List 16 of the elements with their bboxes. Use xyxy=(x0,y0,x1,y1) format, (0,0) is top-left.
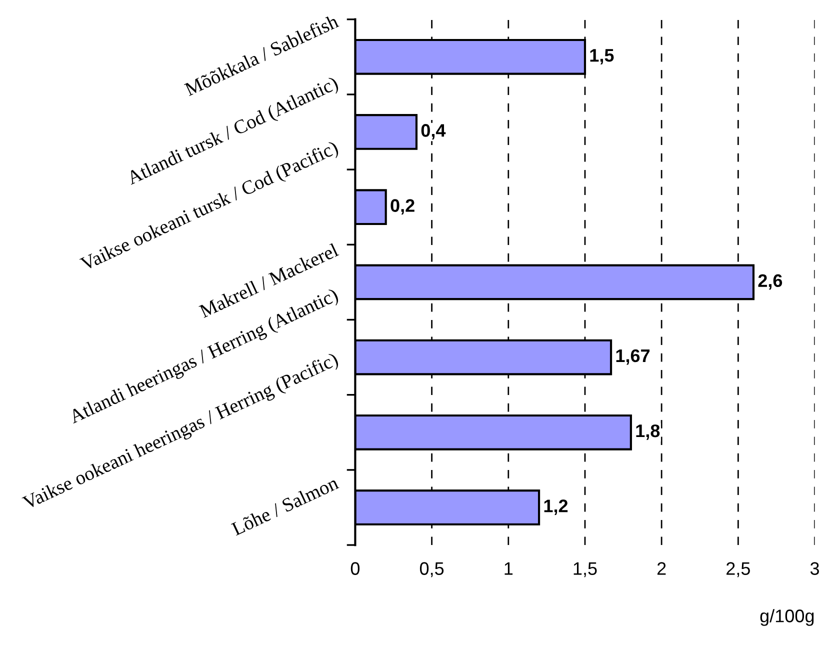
x-tick-label: 3 xyxy=(810,562,819,575)
data-label: 1,5 xyxy=(590,49,614,64)
data-label: 2,6 xyxy=(758,274,782,290)
x-tick-label: 1,5 xyxy=(574,562,597,578)
x-axis-title: g/100g xyxy=(760,609,814,626)
y-tick-label: Lõhe / Salmon xyxy=(230,475,340,536)
data-label: 1,2 xyxy=(544,500,568,515)
x-tick-label: 0 xyxy=(350,562,360,575)
x-tick-label: 0,5 xyxy=(420,562,444,578)
x-tick-label: 2,5 xyxy=(726,562,750,578)
data-label: 1,8 xyxy=(636,424,660,440)
data-label: 0,2 xyxy=(390,199,414,215)
data-label: 0,4 xyxy=(421,124,446,140)
data-label: 1,67 xyxy=(616,349,650,365)
x-tick-label: 1 xyxy=(504,562,513,575)
x-tick-label: 2 xyxy=(657,562,666,575)
